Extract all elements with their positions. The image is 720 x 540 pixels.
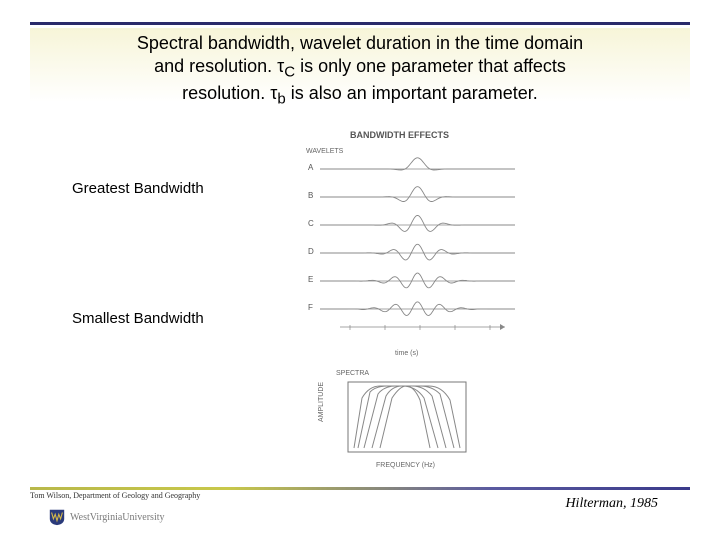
wavelet-row-label: D	[308, 247, 314, 256]
title-sub-b: b	[277, 91, 285, 108]
wavelet-row: D	[320, 239, 515, 267]
figure-main-title: BANDWIDTH EFFECTS	[350, 130, 449, 140]
title-line3-pre: resolution. τ	[182, 83, 277, 103]
title-sub-c: C	[284, 64, 295, 81]
spectra-panel	[334, 378, 474, 468]
wavelet-trace	[320, 295, 515, 323]
top-rule	[30, 22, 690, 25]
wavelet-x-axis	[320, 323, 515, 337]
wavelet-trace	[320, 155, 515, 183]
wavelet-trace	[320, 239, 515, 267]
wavelet-panel: ABCDEF	[320, 155, 515, 345]
amp-axis-label: AMPLITUDE	[318, 382, 325, 422]
wavelet-row-label: F	[308, 303, 313, 312]
wavelet-row-label: C	[308, 219, 314, 228]
wavelet-row: A	[320, 155, 515, 183]
title-line2-pre: and resolution. τ	[154, 56, 284, 76]
figure-wavelets-title: WAVELETS	[306, 148, 343, 155]
wavelet-row: F	[320, 295, 515, 323]
time-axis-label: time (s)	[395, 350, 418, 357]
wavelet-row-label: E	[308, 275, 313, 284]
label-greatest-bandwidth: Greatest Bandwidth	[72, 180, 204, 197]
credit-citation: Hilterman, 1985	[565, 496, 658, 512]
title-line1: Spectral bandwidth, wavelet duration in …	[137, 33, 583, 53]
university-logo-row: WestVirginiaUniversity	[48, 508, 165, 526]
wavelet-row: E	[320, 267, 515, 295]
wavelet-trace	[320, 267, 515, 295]
bottom-rule	[30, 487, 690, 490]
wavelet-row: B	[320, 183, 515, 211]
slide-title: Spectral bandwidth, wavelet duration in …	[60, 32, 660, 110]
credit-author: Tom Wilson, Department of Geology and Ge…	[30, 491, 200, 500]
title-line2-mid: is only one parameter that affects	[295, 56, 566, 76]
title-line3-post: is also an important parameter.	[286, 83, 538, 103]
freq-axis-label: FREQUENCY (Hz)	[376, 462, 435, 469]
spectra-svg	[334, 378, 474, 468]
university-name: WestVirginiaUniversity	[70, 512, 165, 523]
label-smallest-bandwidth: Smallest Bandwidth	[72, 310, 204, 327]
wavelet-trace	[320, 183, 515, 211]
wavelet-row-label: A	[308, 163, 313, 172]
wavelet-row-label: B	[308, 191, 313, 200]
wv-shield-icon	[48, 508, 66, 526]
wavelet-row: C	[320, 211, 515, 239]
wavelet-trace	[320, 211, 515, 239]
figure-spectra-title: SPECTRA	[336, 370, 369, 377]
